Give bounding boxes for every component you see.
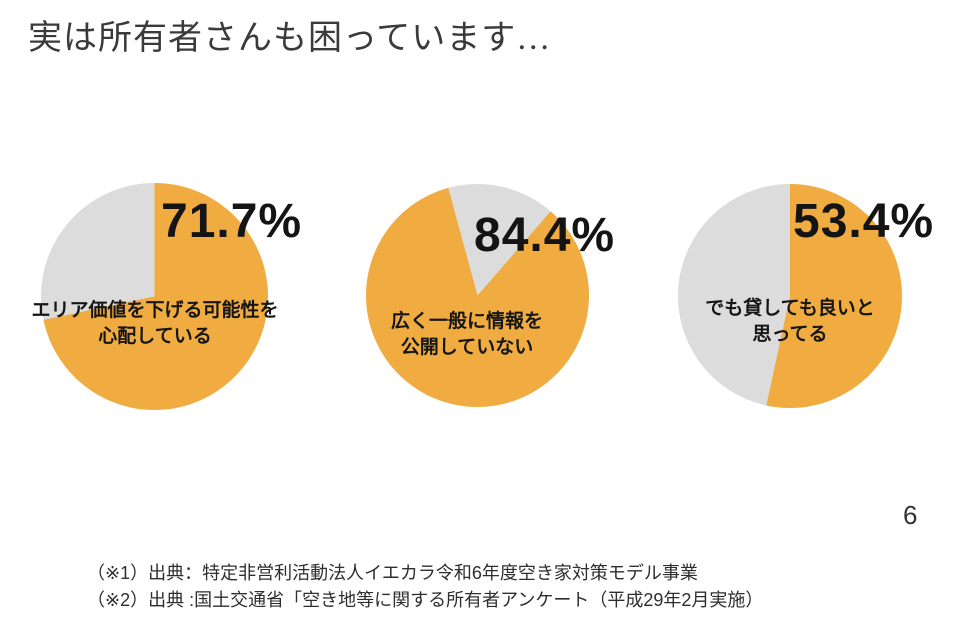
pie-caption-3-line-2: 思ってる xyxy=(752,324,828,345)
pie-caption-2: 広く一般に情報を 公開していない xyxy=(347,309,587,361)
percent-label-3: 53.4% xyxy=(793,195,935,248)
pie-caption-1-line-2: 心配している xyxy=(98,326,212,347)
percent-label-1: 71.7% xyxy=(161,195,303,248)
pie-caption-3-line-1: でも貸しても良いと xyxy=(705,298,875,319)
pie-caption-1: エリア価値を下げる可能性を 心配している xyxy=(25,298,285,350)
pie-caption-1-line-1: エリア価値を下げる可能性を xyxy=(31,300,279,321)
pie-chart-willing-to-lend xyxy=(678,184,902,408)
footnote-line-1: （※1）出典：特定非営利活動法人イエカラ令和6年度空き家対策モデル事業 xyxy=(87,563,698,583)
pie-caption-3: でも貸しても良いと 思ってる xyxy=(670,296,910,348)
pie-caption-2-line-2: 公開していない xyxy=(400,337,534,358)
slide-title: 実は所有者さんも困っています… xyxy=(28,20,552,57)
pie-caption-2-line-1: 広く一般に情報を xyxy=(390,311,543,332)
percent-label-2: 84.4% xyxy=(474,209,616,262)
pie-chart-area-value-concern xyxy=(41,183,268,410)
footnotes: （※1）出典：特定非営利活動法人イエカラ令和6年度空き家対策モデル事業 （※2）… xyxy=(87,560,763,614)
page-number: 6 xyxy=(903,500,918,530)
pie-chart-info-not-public xyxy=(366,184,589,407)
footnote-line-2: （※2）出典 :国土交通省「空き地等に関する所有者アンケート（平成29年2月実施… xyxy=(87,590,764,610)
